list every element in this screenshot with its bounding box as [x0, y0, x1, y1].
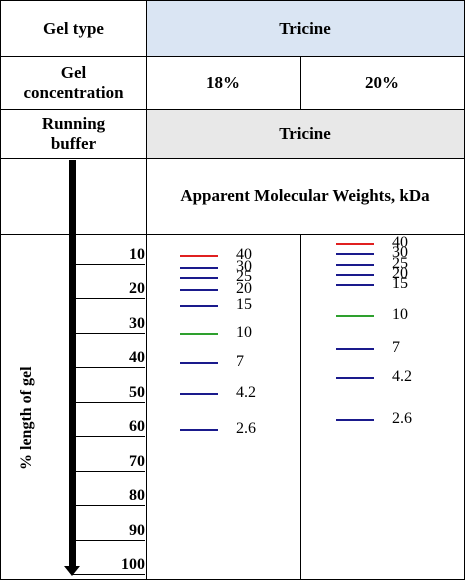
band-25: [336, 263, 374, 266]
gel-conc-label: Gel concentration: [23, 62, 124, 102]
arrow-head-icon: [64, 566, 80, 576]
running-buffer-value-cell: Tricine: [146, 109, 464, 158]
mw-header: Apparent Molecular Weights, kDa: [180, 186, 430, 205]
tick-label: 80: [129, 487, 145, 505]
conc-18-label: 18%: [206, 72, 240, 92]
tick-line: [72, 505, 145, 507]
conc-20-label: 20%: [365, 72, 399, 92]
tick-label: 100: [121, 556, 145, 573]
band-4-2: [336, 377, 374, 380]
mw-header-cell: Apparent Molecular Weights, kDa: [146, 158, 464, 234]
band-20: [180, 289, 218, 292]
tick-line: [72, 436, 145, 438]
tick-line: [72, 401, 145, 403]
band-label: 25: [392, 254, 408, 272]
running-buffer-label-cell: Running buffer: [1, 109, 146, 158]
band-label: 10: [392, 306, 408, 324]
band-label: 40: [392, 233, 408, 251]
band-label: 25: [236, 268, 252, 286]
tick-label: 40: [129, 349, 145, 367]
tick-label: 60: [129, 418, 145, 436]
band-40: [180, 255, 218, 257]
tick-line: [72, 574, 145, 575]
band-10: [336, 315, 374, 318]
band-25: [180, 277, 218, 280]
tick-label: 20: [129, 280, 145, 298]
gel-type-value-cell: Tricine: [146, 1, 464, 56]
band-label: 4.2: [236, 383, 256, 401]
band-label: 10: [236, 323, 252, 341]
band-7: [180, 361, 218, 364]
band-label: 2.6: [392, 409, 412, 427]
band-label: 15: [236, 295, 252, 313]
tick-label: 50: [129, 383, 145, 401]
band-40: [336, 242, 374, 245]
gel-type-value: Tricine: [279, 18, 331, 38]
band-2-6: [180, 428, 218, 431]
gel-length-arrow: [69, 160, 76, 570]
gel-type-label: Gel type: [43, 18, 104, 38]
band-label: 4.2: [392, 368, 412, 386]
tick-label: 10: [129, 246, 145, 263]
band-30: [180, 267, 218, 270]
tick-label: 90: [129, 521, 145, 539]
band-label: 15: [392, 275, 408, 293]
running-buffer-value: Tricine: [279, 123, 331, 143]
band-15: [180, 304, 218, 307]
tick-line: [72, 539, 145, 541]
axis-label: % length of gel: [18, 366, 35, 470]
band-label: 7: [236, 352, 244, 370]
band-label: 20: [392, 264, 408, 282]
band-20: [336, 273, 374, 276]
band-30: [336, 253, 374, 256]
band-label: 30: [236, 258, 252, 276]
tick-line: [72, 470, 145, 472]
band-label: 20: [236, 280, 252, 298]
band-15: [336, 284, 374, 287]
tick-label: 30: [129, 314, 145, 332]
tick-line: [72, 298, 145, 300]
gel-type-label-cell: Gel type: [1, 1, 146, 56]
tick-line: [72, 367, 145, 369]
band-7: [336, 348, 374, 350]
running-buffer-label: Running buffer: [41, 113, 106, 153]
conc-18-cell: 18%: [146, 56, 300, 109]
band-2-6: [336, 418, 374, 421]
tick-line: [72, 264, 145, 265]
band-label: 2.6: [236, 419, 256, 437]
band-label: 40: [236, 246, 252, 263]
band-label: 7: [392, 339, 400, 356]
band-10: [180, 332, 218, 335]
tick-label: 70: [129, 452, 145, 470]
tick-line: [72, 332, 145, 334]
gel-conc-label-cell: Gel concentration: [1, 56, 146, 109]
band-4-2: [180, 392, 218, 395]
conc-20-cell: 20%: [300, 56, 464, 109]
band-label: 30: [392, 244, 408, 262]
